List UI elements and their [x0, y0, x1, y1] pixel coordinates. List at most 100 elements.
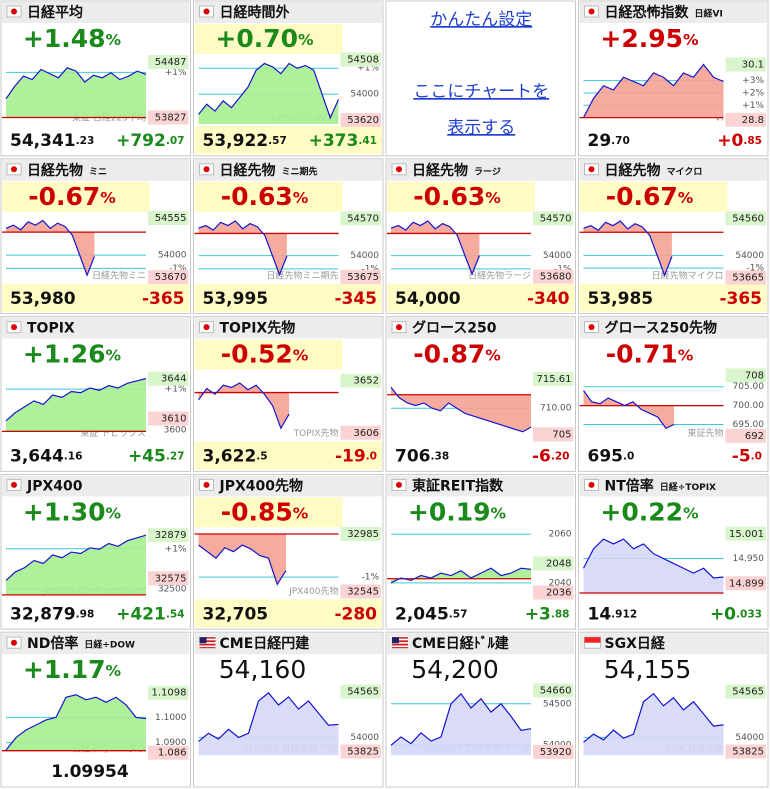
panel-title: JPX400: [26, 478, 83, 494]
flag-sun: [203, 166, 210, 173]
flag: [199, 5, 214, 18]
price-line: [583, 220, 673, 277]
panel-header: [2, 633, 190, 655]
change: +792.07: [116, 131, 184, 151]
value: 54,155: [604, 655, 691, 684]
change-pct: +0.19%: [408, 497, 507, 526]
low-label-box: [725, 576, 766, 591]
high-label-box: [340, 526, 381, 541]
flag-top: [584, 637, 601, 643]
value: 32,705: [203, 604, 269, 624]
low-label: 1.086: [158, 748, 187, 759]
y-tick-label: +3%: [742, 76, 764, 86]
panel-subtitle: ミニ: [89, 166, 107, 177]
highlight: [579, 181, 728, 212]
flag-stripe: [199, 645, 216, 648]
flag-sun: [588, 324, 595, 331]
watermark: VI: [715, 114, 724, 124]
value: 53,922.57: [203, 131, 287, 151]
flag: [391, 163, 407, 176]
panel-title: CME日経ﾄﾞﾙ建: [412, 635, 509, 652]
highlight: [194, 441, 382, 470]
change: -340: [527, 289, 570, 309]
placeholder-link[interactable]: ここにチャートを: [413, 82, 549, 102]
change-pct: +1.26%: [23, 340, 122, 369]
high-label: 708: [745, 370, 764, 381]
value: 54,160: [219, 655, 306, 684]
low-label: 3606: [354, 428, 379, 439]
price-line: [390, 692, 532, 746]
y-tick-label: -1%: [169, 264, 187, 274]
highlight: [194, 126, 382, 154]
panel: 日経先物 ミニ -0.67% 日経先物ミニ 54000 -1% 54555 53670 53,9…: [0, 158, 191, 315]
value: 53,980: [10, 289, 76, 309]
area: [391, 220, 480, 274]
y-tick-label: 3600: [164, 426, 187, 436]
area: [583, 64, 724, 118]
high-label: 54565: [732, 687, 764, 698]
high-label-box: [533, 211, 574, 226]
y-tick-label: -1%: [554, 264, 572, 274]
area: [583, 539, 724, 594]
panel-header: [579, 633, 767, 655]
low-label: 53680: [540, 272, 572, 283]
value: 1.09954: [51, 762, 129, 782]
change: -6.20: [532, 447, 570, 467]
low-label-box: [533, 269, 574, 284]
flag-sun: [11, 639, 17, 646]
high-label: 54570: [540, 213, 572, 224]
low-label: 32575: [155, 573, 187, 584]
flag-canton: [392, 637, 399, 644]
low-label: 3610: [161, 413, 186, 424]
panel: 日経先物 マイクロ -0.67% 日経先物マイクロ 54000 -1% 54560 53665…: [578, 158, 769, 315]
panel-title: 東証REIT指数: [412, 477, 504, 494]
panel: NT倍率 日経÷TOPIX +0.22% 14.950 15.001 14.899 14.9…: [578, 473, 769, 630]
low-label: 53825: [732, 747, 764, 758]
panel-subtitle: 日経÷DOW: [84, 639, 135, 651]
panel-title: TOPIX: [27, 321, 75, 337]
watermark: 日経先物ミニ期先: [266, 269, 338, 281]
high-label-box: [148, 685, 189, 700]
area: [198, 382, 290, 429]
change: -345: [334, 289, 377, 309]
change-pct: +2.95%: [600, 24, 699, 53]
change: +421.54: [116, 604, 184, 624]
y-tick-label: 2060: [549, 530, 572, 540]
change: +45.27: [128, 447, 185, 467]
flag-sun: [588, 481, 595, 488]
panel: TOPIX+1.26%東証 トピックス+1%3600364436103,644.…: [0, 316, 191, 472]
flag: [199, 163, 214, 176]
y-tick-label: 54000: [350, 251, 379, 261]
flag: [199, 321, 214, 334]
settings-link[interactable]: かんたん設定: [430, 10, 532, 30]
price-line: [198, 62, 340, 120]
high-label: 3652: [354, 376, 379, 387]
panel-header: [579, 159, 767, 181]
low-label: 692: [745, 431, 764, 442]
flag: [584, 321, 599, 334]
panel-frame: [385, 473, 576, 630]
low-label-box: [725, 112, 766, 127]
high-label-box: [533, 556, 574, 571]
panel: 東証REIT指数 +0.19% 2060 2040 2048 2036 2,045.57 +3…: [385, 473, 576, 630]
flag: [6, 5, 22, 18]
panel-header: [579, 475, 767, 497]
panel: JPX400+1.30%JPX日経インデックス400+1%32500328793…: [0, 473, 191, 630]
area: [391, 387, 531, 432]
value: 54,341.23: [10, 131, 94, 151]
high-label-box: [340, 211, 381, 226]
high-label: 32985: [347, 529, 379, 540]
flag: [199, 637, 216, 649]
placeholder-link[interactable]: 表示する: [447, 118, 515, 138]
flag: [584, 478, 599, 491]
panel: グロース250先物 -0.71% 東証先物 705.00 700.00 695.00 708…: [578, 316, 769, 472]
y-tick-label: 54500: [543, 699, 572, 709]
change: -19.0: [335, 447, 377, 467]
low-label-box: [148, 270, 189, 285]
change-pct: +1.48%: [23, 24, 122, 53]
value: 53,995: [203, 289, 269, 309]
watermark: 東証先物: [687, 427, 723, 439]
high-label-box: [148, 55, 189, 70]
high-label-box: [725, 526, 766, 541]
low-label-box: [533, 585, 574, 600]
